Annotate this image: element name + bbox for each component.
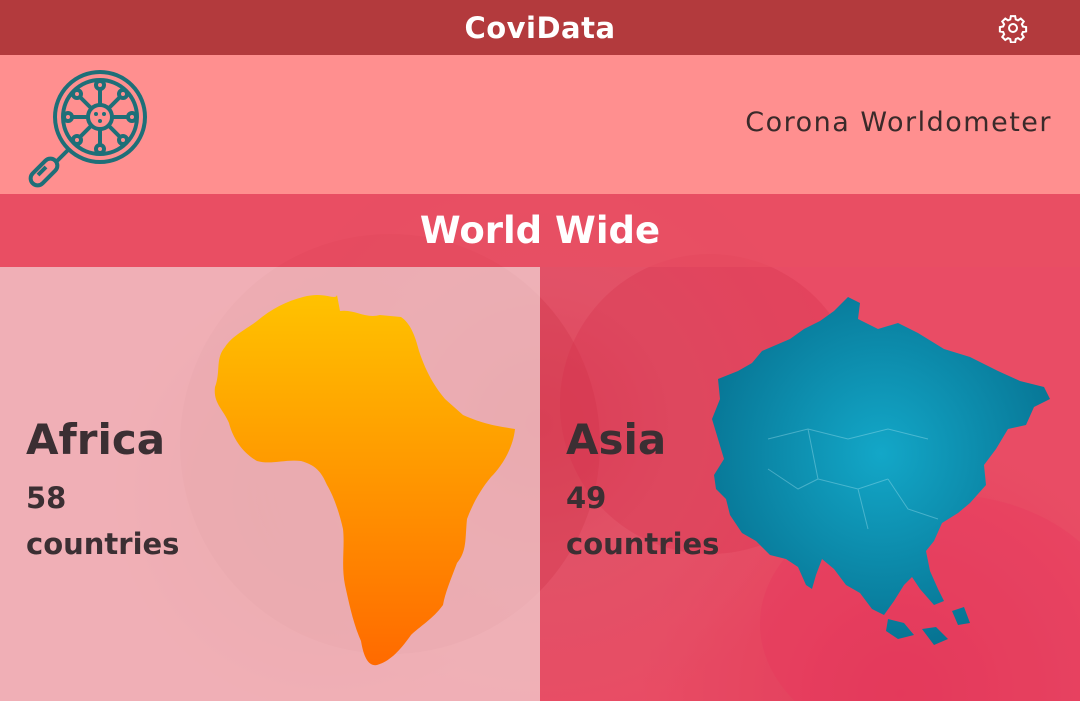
app-title: CoviData — [464, 10, 616, 45]
gear-icon — [998, 15, 1028, 44]
continent-name: Africa — [26, 415, 166, 464]
continent-name: Asia — [566, 415, 667, 464]
asia-map-icon — [712, 297, 1050, 645]
settings-button[interactable] — [998, 13, 1028, 44]
country-count: 49 countries — [566, 475, 766, 567]
country-count: 58 countries — [26, 475, 226, 567]
country-count-unit: countries — [566, 527, 720, 561]
country-count-value: 58 — [26, 481, 67, 515]
virus-magnifier-icon — [28, 70, 147, 188]
section-title: World Wide — [419, 209, 661, 252]
logo — [26, 67, 156, 197]
header-band: Corona Worldometer — [0, 55, 1080, 194]
app-bar: CoviData — [0, 0, 1080, 55]
country-count-unit: countries — [26, 527, 180, 561]
country-count-value: 49 — [566, 481, 607, 515]
africa-map-icon — [214, 295, 515, 666]
section-header: World Wide — [0, 194, 1080, 267]
subtitle: Corona Worldometer — [745, 107, 1052, 138]
continent-card-asia[interactable]: Asia 49 countries — [540, 267, 1080, 701]
continent-card-africa[interactable]: Africa 58 countries — [0, 267, 540, 701]
